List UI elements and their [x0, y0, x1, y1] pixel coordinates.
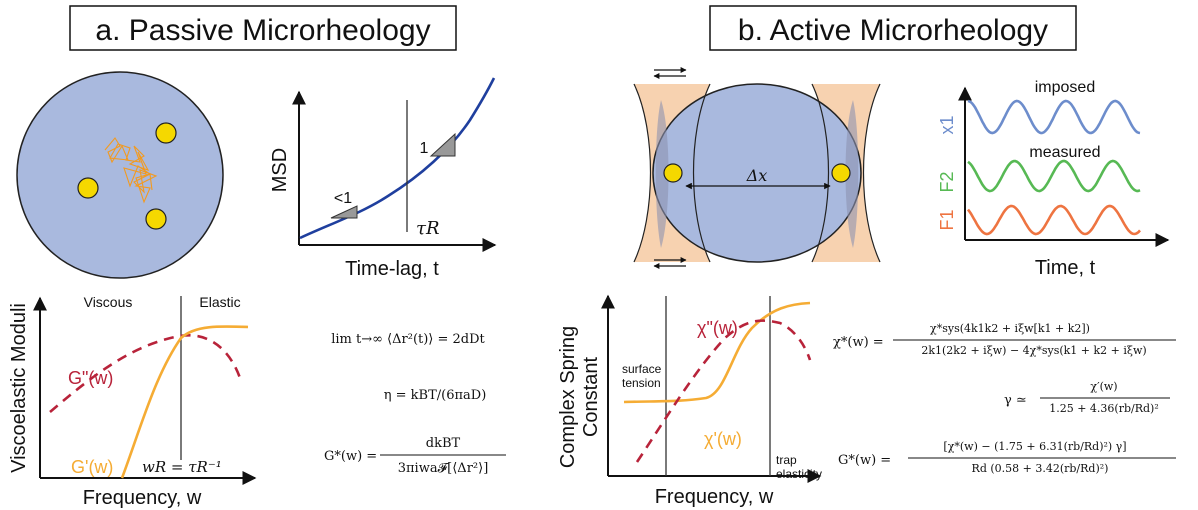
x1-signal	[967, 99, 1141, 135]
eq-g-denominator: Rd (0.58 + 3.42(rb/Rd)²)	[972, 462, 1109, 475]
measured-label: measured	[1029, 144, 1100, 161]
slope-small-label: <1	[334, 190, 352, 207]
panel-a: a. Passive Microrheology MSD Time-lag, t…	[8, 5, 506, 509]
msd-x-label: Time-lag, t	[345, 258, 439, 280]
slope-one-label: 1	[420, 140, 429, 157]
g-double-prime-label: G"(w)	[68, 368, 113, 388]
slope-triangle-small	[330, 205, 358, 219]
chi-double-prime-label: χ"(w)	[697, 318, 738, 338]
g-prime-curve	[120, 325, 249, 479]
droplet	[16, 71, 224, 279]
tau-r-label: τR	[416, 218, 440, 239]
msd-curve	[299, 77, 496, 240]
trap-label-line2: elasticity	[776, 467, 822, 481]
eq-msd-limit: lim t→∞ ⟨Δr²(t)⟩ = 2dDt	[331, 332, 485, 347]
surface-label-line1: surface	[622, 362, 662, 376]
chi-prime-curve	[623, 301, 811, 404]
eq-gamma-numerator: χ′(w)	[1090, 380, 1117, 393]
surface-label-line2: tension	[622, 376, 661, 390]
bead-left	[663, 163, 683, 183]
msd-y-label: MSD	[269, 148, 291, 192]
trap-right-inner-edge	[811, 83, 830, 263]
eq-chi-denominator: 2k1(2k2 + iξw) − 4χ*sys(k1 + k2 + iξw)	[921, 344, 1146, 357]
eq-gstar-denominator: 3πiwa𝓕[⟨Δr²⟩]	[398, 461, 489, 476]
f2-label: F2	[937, 171, 957, 192]
g-double-prime-curve	[49, 334, 242, 413]
eq-gamma-lhs: γ ≃	[1004, 393, 1027, 408]
viscous-label: Viscous	[84, 294, 133, 310]
eq-gamma-denominator: 1.25 + 4.36(rb/Rd)²	[1049, 402, 1159, 415]
elastic-label: Elastic	[199, 294, 240, 310]
panel-a-title: a. Passive Microrheology	[95, 14, 430, 47]
spring-x-label: Frequency, w	[655, 486, 774, 508]
f2-signal	[967, 159, 1141, 193]
random-walk-trajectory	[104, 137, 158, 204]
trap-label-line1: trap	[776, 453, 797, 467]
spring-y-label-line1: Complex Spring	[557, 326, 579, 468]
bead	[145, 208, 167, 230]
eq-gstar-lhs: G*(w) =	[324, 449, 377, 464]
trap-right-outer-edge	[862, 83, 881, 263]
panel-a-title-box	[69, 5, 457, 51]
trap-overlap-left	[655, 100, 669, 248]
f1-signal	[966, 204, 1141, 236]
time-x-label: Time, t	[1035, 257, 1096, 279]
w-r-label: wR = τR⁻¹	[142, 458, 222, 476]
eq-g-numerator: [χ*(w) − (1.75 + 6.31(rb/Rd)²) γ]	[943, 440, 1126, 453]
panel-b-title-box	[709, 5, 1077, 51]
slope-triangle-one	[429, 132, 456, 157]
imposed-label: imposed	[1035, 79, 1095, 96]
bead	[77, 177, 99, 199]
eq-g-lhs: G*(w) =	[838, 453, 891, 468]
eq-chi-lhs: χ*(w) =	[833, 335, 884, 350]
eq-gstar-numerator: dkBT	[426, 436, 461, 451]
trap-left-inner-edge	[692, 83, 711, 263]
g-prime-label: G'(w)	[71, 457, 113, 477]
bead-right	[831, 163, 851, 183]
chi-double-prime-curve	[635, 319, 812, 463]
eq-chi-numerator: χ*sys(4k1k2 + iξw[k1 + k2])	[930, 322, 1090, 335]
moduli-x-label: Frequency, w	[83, 487, 202, 509]
f1-label: F1	[937, 209, 957, 230]
moduli-y-label: Viscoelastic Moduli	[8, 303, 30, 473]
trap-left-outer-edge	[633, 83, 652, 263]
panel-b-title: b. Active Microrheology	[738, 14, 1048, 47]
panel-b: b. Active Microrheology Δx Time, t impos…	[557, 5, 1176, 508]
delta-x-label: Δx	[746, 166, 768, 185]
bead	[155, 122, 177, 144]
eq-viscosity: η = kBT/(6πaD)	[384, 388, 487, 403]
trap-overlap-right	[845, 100, 859, 248]
droplet	[652, 83, 862, 263]
x1-label: x1	[937, 115, 957, 134]
spring-y-label-line2: Constant	[580, 357, 602, 437]
chi-prime-label: χ'(w)	[704, 429, 742, 449]
